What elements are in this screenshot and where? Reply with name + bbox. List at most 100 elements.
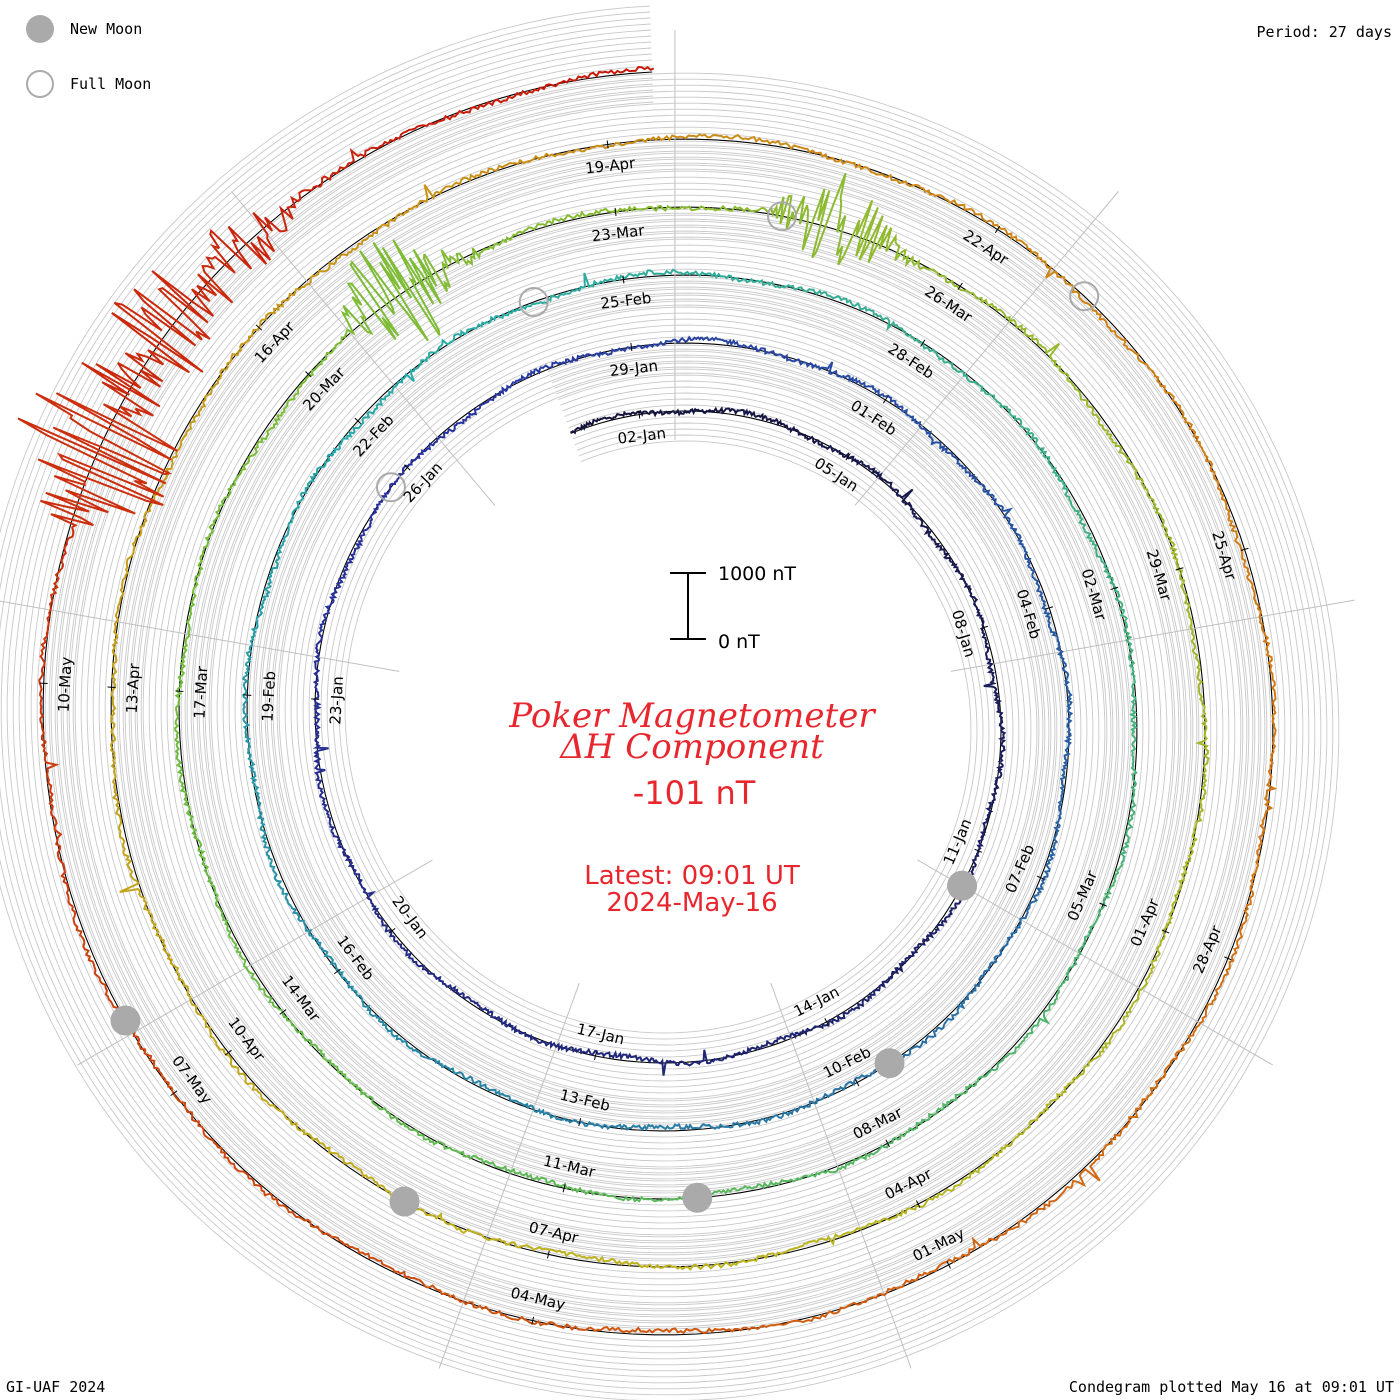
date-tick [882, 396, 889, 404]
trace-segment [118, 817, 174, 966]
trace-segment [633, 133, 798, 151]
date-tick [255, 324, 263, 331]
trace-segment [1035, 785, 1065, 896]
trace-segment [40, 741, 77, 916]
trace-segment [292, 907, 365, 1004]
trace-segment [674, 1237, 824, 1271]
trace-segment [521, 272, 643, 311]
grid-spiral [0, 23, 1322, 1384]
date-tick [354, 417, 362, 424]
trace-segment [17, 392, 178, 568]
date-tick [170, 1090, 178, 1096]
trace-segment [174, 739, 210, 875]
trace-segment [524, 1244, 676, 1269]
trace-segment [1084, 399, 1165, 523]
trace-segment [641, 268, 766, 287]
date-tick [974, 848, 983, 853]
trace-segment [1161, 521, 1201, 665]
trace-segment [318, 539, 364, 633]
latest-date: 2024-May-16 [606, 888, 777, 918]
trace-segment [423, 217, 567, 293]
date-label: 16-Feb [333, 932, 378, 984]
grid-spiral [12, 41, 1304, 1366]
period-divider [917, 859, 1273, 1066]
date-tick [333, 968, 341, 975]
moon-phase-markers [110, 201, 1100, 1217]
period-divider [0, 600, 400, 672]
footer-plot-time: Condegram plotted May 16 at 09:01 UT [1068, 1378, 1394, 1396]
trace-segment [190, 471, 243, 603]
date-tick [920, 339, 926, 347]
date-label: 01-Apr [1127, 895, 1164, 949]
date-tick [305, 371, 312, 378]
trace-segment [38, 566, 64, 743]
trace-segment [364, 1092, 483, 1161]
trace-segment [985, 730, 1007, 823]
legend-new-moon: New Moon [26, 13, 142, 45]
date-label: 23-Jan [326, 676, 347, 725]
date-tick [578, 1118, 582, 1127]
date-tick [1175, 567, 1184, 571]
trace-segment [890, 987, 977, 1064]
trace-segment [983, 641, 1006, 732]
trace-segment [1031, 575, 1070, 679]
date-tick [915, 1200, 921, 1208]
new-moon-marker [874, 1048, 905, 1079]
date-tick [845, 453, 851, 461]
magnetometer-trace [17, 65, 1278, 1335]
date-tick [994, 225, 1001, 234]
trace-segment [111, 507, 152, 662]
grid-spiral [24, 53, 1292, 1354]
trace-segment [272, 1198, 425, 1286]
trace-segment [423, 1283, 591, 1331]
period-dividers [0, 29, 1355, 1369]
trace-segment [977, 296, 1085, 401]
trace-segment [818, 442, 898, 492]
date-label: 14-Jan [791, 983, 842, 1021]
date-tick [614, 207, 617, 216]
trace-segment [362, 1003, 457, 1075]
full-moon-icon [26, 70, 54, 98]
grid-spiral [54, 83, 1262, 1324]
grid-spiral [18, 47, 1298, 1360]
current-value: -101 nT [633, 774, 756, 812]
trace-segment [986, 392, 1069, 492]
date-tick [854, 1078, 860, 1087]
date-tick [224, 1049, 232, 1056]
grid-spiral [36, 65, 1280, 1342]
legend-full-moon-label: Full Moon [70, 75, 152, 93]
trace-segment [1246, 576, 1277, 741]
date-tick [594, 1051, 597, 1061]
date-label: 22-Feb [349, 411, 397, 461]
scale-bar: 1000 nT 0 nT [670, 563, 796, 653]
date-label: 19-Feb [258, 670, 279, 722]
new-moon-marker [389, 1186, 420, 1217]
date-tick [562, 1184, 566, 1193]
legend-new-moon-label: New Moon [70, 20, 143, 38]
trace-segment [796, 145, 951, 204]
chart-subtitle: ΔH Component [558, 727, 824, 767]
date-tick [1240, 547, 1249, 552]
trace-segment [870, 1078, 980, 1156]
trace-segment [823, 1179, 964, 1247]
date-label: 11-Jan [940, 816, 976, 868]
grid-spiral [66, 95, 1250, 1312]
date-tick [630, 342, 633, 352]
date-tick [638, 410, 641, 419]
trace-segment [539, 65, 655, 91]
grid-spiral [60, 89, 1256, 1318]
date-label: 08-Jan [948, 608, 979, 660]
date-tick [546, 1250, 550, 1259]
date-label: 17-Mar [190, 665, 211, 720]
date-label: 04-Apr [882, 1164, 936, 1203]
scale-bottom-label: 0 nT [718, 631, 760, 653]
date-label: 02-Jan [617, 424, 667, 448]
trace-segment [456, 1071, 563, 1122]
trace-segment [450, 985, 535, 1042]
trace-segment [895, 488, 952, 562]
date-tick [606, 140, 609, 149]
trace-segment [676, 1111, 791, 1131]
date-tick [957, 282, 963, 290]
period-divider [770, 982, 912, 1369]
date-tick [1110, 586, 1119, 591]
